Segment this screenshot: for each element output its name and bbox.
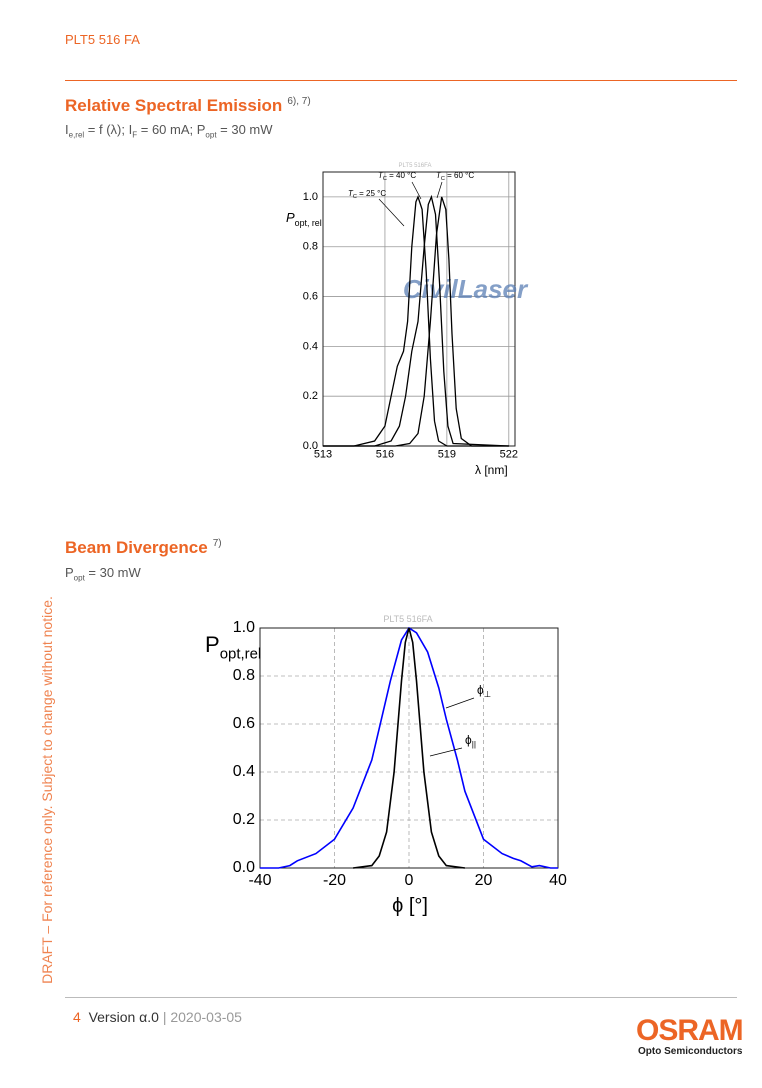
label-part: T <box>348 189 354 198</box>
label-part: = 25 °C <box>357 189 386 198</box>
footnote: 7) <box>212 538 222 550</box>
t: = f (λ); I <box>84 122 133 137</box>
y-tick-label: 0.0 <box>233 859 255 876</box>
y-tick-label: 1.0 <box>303 191 318 203</box>
series-line <box>323 195 509 447</box>
chart-tag: PLT5 516FA <box>399 163 432 169</box>
section-title: Relative Spectral Emission 6), 7) <box>65 96 311 116</box>
label-part: C <box>353 194 357 200</box>
label-part: || <box>472 739 476 749</box>
label-part: ϕ <box>477 683 484 697</box>
chart-tag: PLT5 516FA <box>383 614 432 624</box>
x-axis-label: ϕ [°] <box>392 895 428 917</box>
x-tick-label: 0 <box>405 872 414 889</box>
label-part: = 40 °C <box>387 171 416 180</box>
watermark: CivilLaser <box>403 274 529 304</box>
rule <box>65 80 737 81</box>
label: ϕ|| <box>465 733 476 749</box>
x-tick-label: 40 <box>549 872 567 889</box>
y-tick-label: 0.0 <box>303 440 318 452</box>
t: P <box>65 565 74 580</box>
x-axis-label: λ [nm] <box>475 463 508 477</box>
t: F <box>132 130 138 140</box>
date: 2020-03-05 <box>170 1009 242 1025</box>
x-tick-label: 519 <box>438 449 456 461</box>
brand: OSRAM <box>636 1014 744 1047</box>
label: ϕ⊥ <box>477 683 491 699</box>
section-subtitle: Popt = 30 mW <box>65 565 141 583</box>
y-tick-label: 0.4 <box>303 340 318 352</box>
section-subtitle: Ie,rel = f (λ); IF = 60 mA; Popt = 30 mW <box>65 122 273 140</box>
division: Opto Semiconductors <box>638 1046 743 1057</box>
label-part: P <box>286 210 295 225</box>
label-part: ⊥ <box>484 689 491 699</box>
leader-line <box>429 747 463 757</box>
rule <box>65 997 737 998</box>
label-part: C <box>383 176 387 182</box>
series-line <box>323 194 509 447</box>
series-line <box>323 196 509 447</box>
title: Relative Spectral Emission <box>65 96 283 115</box>
label: TC = 60 °C <box>436 171 474 182</box>
t: = 60 mA; P <box>137 122 206 137</box>
y-tick-label: 0.2 <box>233 811 255 828</box>
label-part: ϕ <box>465 733 472 747</box>
label-part: C <box>441 176 445 182</box>
leader-line <box>411 181 422 200</box>
x-tick-label: 522 <box>500 449 518 461</box>
leader-line <box>445 697 475 709</box>
footer: 4 Version α.0 | 2020-03-05 <box>73 1009 242 1025</box>
series-line <box>260 626 558 869</box>
label-part: opt,rel <box>220 646 262 663</box>
x-tick-label: -20 <box>323 872 346 889</box>
plot-frame <box>322 171 516 447</box>
series-line <box>352 627 466 869</box>
x-tick-label: -40 <box>248 872 271 889</box>
label: TC = 40 °C <box>378 171 416 182</box>
x-tick-label: 513 <box>314 449 332 461</box>
separator: | <box>162 1009 167 1025</box>
label-part: opt, rel <box>295 218 322 228</box>
y-tick-label: 0.8 <box>233 667 255 684</box>
page-number: 4 <box>73 1009 81 1025</box>
t: = 30 mW <box>216 122 273 137</box>
y-tick-label: 1.0 <box>233 619 255 636</box>
label: TC = 25 °C <box>348 189 386 200</box>
version: Version α.0 <box>88 1009 159 1025</box>
t: I <box>65 122 69 137</box>
y-tick-label: 0.6 <box>303 290 318 302</box>
label: Popt, rel <box>286 210 322 228</box>
y-tick-label: 0.8 <box>303 241 318 253</box>
x-tick-label: 20 <box>475 872 493 889</box>
label-part: T <box>436 171 442 180</box>
title: Beam Divergence <box>65 538 208 557</box>
t: e,rel <box>68 130 85 140</box>
t: opt <box>73 573 85 583</box>
label: Popt,rel <box>205 632 261 663</box>
t: = 30 mW <box>84 565 141 580</box>
label-part: P <box>205 632 220 657</box>
leader-line <box>378 198 405 227</box>
label-part: T <box>378 171 384 180</box>
y-tick-label: 0.4 <box>233 763 255 780</box>
product: PLT5 516 FA <box>65 32 140 47</box>
leader-line <box>436 181 443 199</box>
label-part: = 60 °C <box>445 171 474 180</box>
x-tick-label: 516 <box>376 449 394 461</box>
footnote: 6), 7) <box>287 96 311 108</box>
t: opt <box>205 130 217 140</box>
y-tick-label: 0.2 <box>303 390 318 402</box>
section-title: Beam Divergence 7) <box>65 538 222 558</box>
y-tick-label: 0.6 <box>233 715 255 732</box>
